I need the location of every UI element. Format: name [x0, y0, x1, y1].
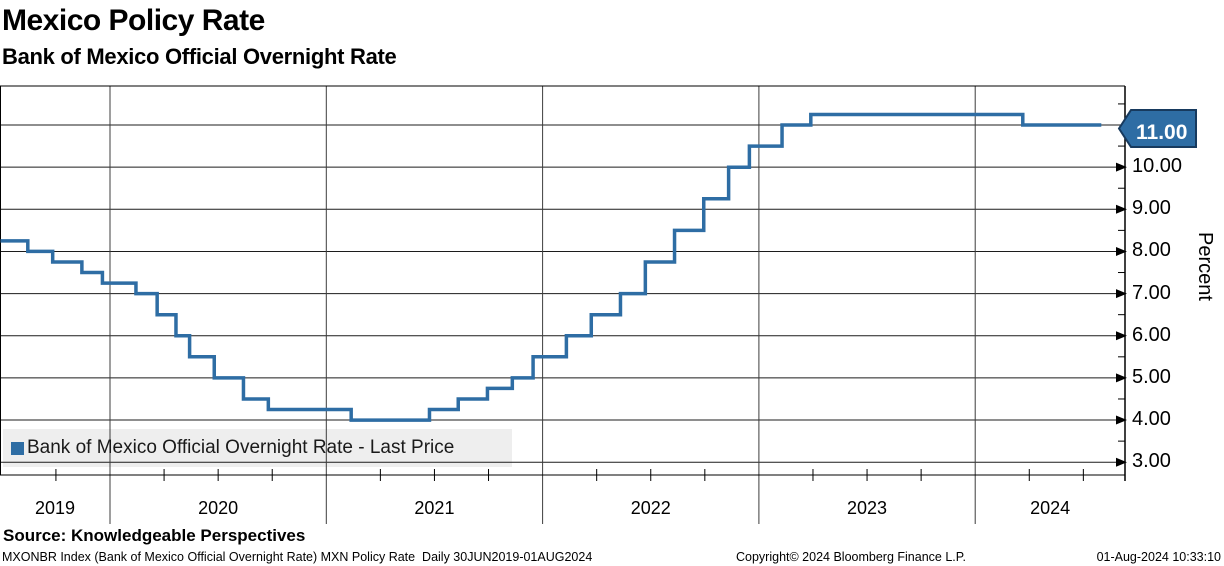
y-axis-label: 3.00 — [1132, 450, 1171, 473]
y-tick-arrow-icon — [1116, 204, 1127, 214]
footer-timestamp: 01-Aug-2024 10:33:10 — [1096, 550, 1221, 564]
y-axis-label: 7.00 — [1132, 281, 1171, 304]
last-price-tag-label: 11.00 — [1136, 121, 1187, 144]
y-tick-arrow-icon — [1116, 373, 1127, 383]
y-axis-label: 4.00 — [1132, 408, 1171, 431]
x-axis-year-label: 2019 — [34, 498, 76, 518]
x-axis-year-label: 2021 — [414, 498, 455, 518]
y-axis-title: Percent — [1194, 232, 1216, 301]
footer-copyright: Copyright© 2024 Bloomberg Finance L.P. — [736, 550, 966, 564]
y-axis-label: 8.00 — [1132, 239, 1171, 262]
y-tick-arrow-icon — [1116, 331, 1127, 341]
y-axis-label: 9.00 — [1132, 197, 1171, 220]
legend-box — [3, 429, 512, 467]
chart-subtitle: Bank of Mexico Official Overnight Rate — [2, 44, 397, 69]
y-axis-label: 6.00 — [1132, 323, 1171, 346]
y-axis-label: 5.00 — [1132, 365, 1171, 388]
y-tick-arrow-icon — [1116, 289, 1127, 299]
y-tick-arrow-icon — [1116, 246, 1127, 256]
policy-rate-step-line — [0, 112, 1102, 422]
legend: Bank of Mexico Official Overnight Rate -… — [3, 429, 512, 467]
x-axis-year-label: 2023 — [847, 498, 888, 518]
x-axis-year-label: 2024 — [1030, 498, 1071, 518]
source-line: Source: Knowledgeable Perspectives — [3, 526, 306, 545]
page-title: Mexico Policy Rate — [2, 4, 265, 37]
y-tick-arrow-icon — [1116, 162, 1127, 172]
y-tick-arrow-icon — [1116, 457, 1127, 467]
x-axis-year-label: 2020 — [198, 498, 239, 518]
y-tick-arrow-icon — [1116, 415, 1127, 425]
legend-series-marker-icon — [11, 441, 24, 455]
last-price-tag — [1117, 109, 1197, 148]
legend-series-label: Bank of Mexico Official Overnight Rate -… — [27, 437, 455, 458]
y-axis-label: 10.00 — [1132, 155, 1183, 178]
footer-security-info: MXONBR Index (Bank of Mexico Official Ov… — [2, 550, 593, 564]
x-axis-year-label: 2022 — [630, 498, 671, 518]
